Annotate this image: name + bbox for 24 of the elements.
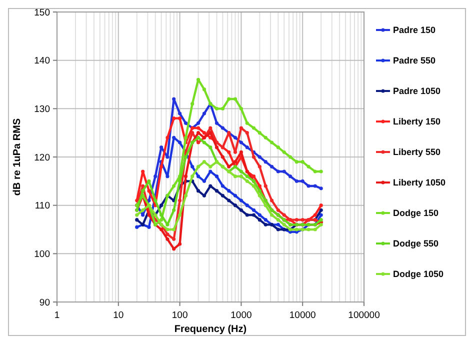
y-tick-label: 130	[34, 104, 50, 115]
legend-label: Liberty 150	[393, 116, 441, 127]
legend-label: Padre 150	[393, 25, 436, 36]
legend-label: Liberty 550	[393, 147, 441, 158]
y-tick-label: 120	[34, 152, 50, 164]
x-tick-label: 100	[172, 310, 188, 321]
legend-label: Padre 1050	[393, 86, 441, 96]
y-tick-label: 150	[34, 7, 50, 18]
legend-label: Dodge 150	[393, 208, 439, 218]
x-axis-title: Frequency (Hz)	[174, 324, 247, 335]
legend-label: Dodge 1050	[393, 269, 444, 280]
x-tick-label: 1	[54, 310, 60, 321]
legend-label: Dodge 550	[393, 238, 439, 249]
y-tick-label: 90	[39, 297, 50, 308]
x-tick-label: 100000	[348, 310, 380, 321]
x-tick-label: 1000	[230, 310, 252, 321]
x-tick-label: 10000	[289, 310, 316, 321]
y-tick-label: 110	[34, 200, 50, 212]
y-tick-label: 140	[34, 56, 50, 67]
y-tick-label: 100	[34, 248, 50, 260]
legend-label: Padre 550	[393, 56, 436, 66]
legend-label: Liberty 1050	[393, 178, 446, 188]
y-axis-title: dB re 1uPa RMS	[12, 118, 23, 196]
x-tick-label: 10	[113, 310, 124, 321]
